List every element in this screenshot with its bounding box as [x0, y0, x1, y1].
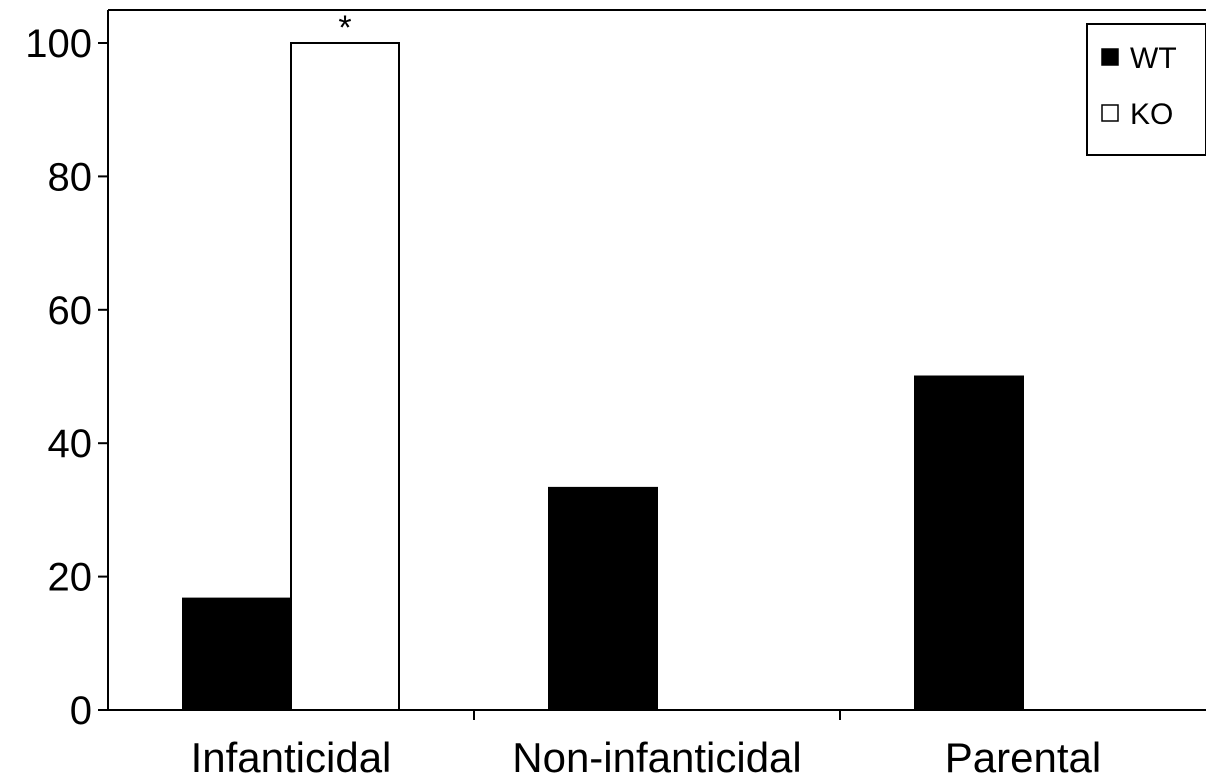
bar-wt-infanticidal: [182, 597, 292, 712]
bars: [182, 42, 1024, 712]
legend-label-wt: WT: [1130, 42, 1177, 75]
legend: WT KO: [1086, 23, 1206, 156]
x-tick-label-parental: Parental: [945, 734, 1101, 778]
legend-label-ko: KO: [1130, 98, 1173, 131]
bar-ko-infanticidal: [290, 42, 400, 711]
y-tick-label-60: 60: [48, 289, 93, 333]
bar-wt-non-infanticidal: [548, 486, 658, 711]
x-tick-label-infanticidal: Infanticidal: [191, 734, 392, 778]
bar-wt-parental: [914, 375, 1024, 711]
y-tick-label-100: 100: [25, 22, 92, 66]
x-tick-label-non-infanticidal: Non-infanticidal: [512, 734, 802, 778]
labels: 0 20 40 60 80 100 Infanticidal Non-infanticidal…: [25, 9, 1101, 781]
y-tick-label-80: 80: [48, 155, 93, 199]
annotation-0: *: [338, 9, 351, 47]
y-tick-label-0: 0: [70, 689, 92, 733]
y-tick-label-20: 20: [48, 556, 93, 600]
y-tick-label-40: 40: [48, 422, 93, 466]
legend-swatch-ko: [1101, 104, 1119, 122]
legend-swatch-wt: [1101, 48, 1119, 66]
legend-box: [1086, 23, 1206, 156]
